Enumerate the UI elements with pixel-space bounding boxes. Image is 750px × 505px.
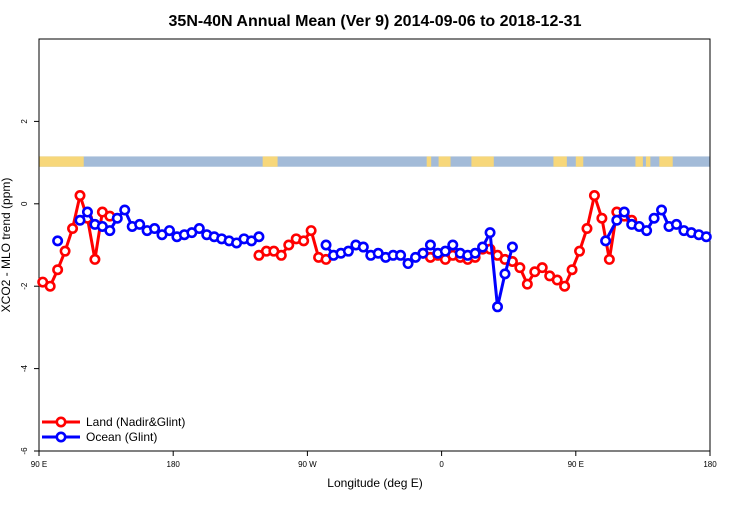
data-point-ocean [253,231,265,243]
y-tick-label: -4 [20,364,29,372]
data-point-ocean [600,235,612,247]
strip-land-segment [262,156,278,167]
legend-marker-land [55,416,67,428]
legend-label-land: Land (Nadir&Glint) [86,415,185,429]
data-point-land [521,278,533,290]
data-point-ocean [111,212,123,224]
data-point-ocean [484,227,496,239]
data-point-land [275,249,287,261]
series-ocean [52,204,712,313]
x-tick-label: 180 [703,460,717,469]
data-point-ocean [357,241,369,253]
x-tick-label: 90 W [298,460,317,469]
data-point-ocean [74,214,86,226]
data-point-ocean [656,204,668,216]
data-point-ocean [193,223,205,235]
strip-land-segment [575,156,584,167]
data-point-ocean [119,204,131,216]
y-axis-label: XCO2 - MLO trend (ppm) [0,178,13,313]
data-point-land [596,212,608,224]
data-point-ocean [700,231,712,243]
y-tick-label: 2 [20,119,29,124]
data-point-ocean [670,218,682,230]
strip-land-segment [438,156,451,167]
data-point-ocean [395,249,407,261]
x-tick-label: 90 E [568,460,584,469]
data-point-ocean [447,239,459,251]
data-point-land [283,239,295,251]
strip-land-segment [645,156,651,167]
strip-land-segment [471,156,494,167]
strip-land-segment [659,156,673,167]
data-point-ocean [81,206,93,218]
data-point-ocean [417,247,429,259]
strip-land-segment [426,156,432,167]
data-point-ocean [104,225,116,237]
data-point-land [305,225,317,237]
data-point-land [551,274,563,286]
data-point-ocean [499,268,511,280]
data-point-land [44,280,56,292]
legend-label-ocean: Ocean (Glint) [86,430,157,444]
series-layer [37,190,712,313]
series-land [37,190,638,292]
plot-frame [38,38,711,452]
data-point-land [298,235,310,247]
land-sea-strip [39,156,710,167]
strip-ocean [39,156,710,167]
data-point-land [603,253,615,265]
data-point-ocean [439,245,451,257]
data-point-land [559,280,571,292]
x-axis-label: Longitude (deg E) [327,476,422,490]
data-point-land [574,245,586,257]
data-point-land [566,264,578,276]
data-point-ocean [477,241,489,253]
data-point-ocean [320,239,332,251]
data-point-ocean [618,206,630,218]
data-point-ocean [402,258,414,270]
y-tick-label: -6 [20,447,29,455]
data-point-ocean [52,235,64,247]
data-point-ocean [149,223,161,235]
data-point-land [67,223,79,235]
data-point-land [89,253,101,265]
data-point-ocean [641,225,653,237]
legend-marker-ocean [55,431,67,443]
data-point-ocean [611,214,623,226]
data-point-land [514,262,526,274]
data-point-ocean [492,301,504,313]
strip-land-segment [553,156,567,167]
strip-land-segment [635,156,643,167]
data-point-ocean [163,225,175,237]
strip-land-segment [39,156,84,167]
legend: Land (Nadir&Glint) Ocean (Glint) [42,415,185,444]
series-land-line [42,194,111,288]
data-point-land [52,264,64,276]
y-tick-label: 0 [20,201,29,206]
data-point-ocean [342,245,354,257]
data-point-ocean [648,212,660,224]
x-axis: 90 E 180 90 W 0 90 E 180 [31,451,717,469]
x-tick-label: 0 [439,460,444,469]
data-point-ocean [424,239,436,251]
y-axis: -6 -4 -2 0 2 [20,119,39,455]
data-point-ocean [506,241,518,253]
data-point-land [536,262,548,274]
x-tick-label: 180 [167,460,181,469]
y-tick-label: -2 [20,282,29,290]
data-point-land [581,223,593,235]
data-point-ocean [469,247,481,259]
data-point-ocean [134,218,146,230]
chart-title: 35N-40N Annual Mean (Ver 9) 2014-09-06 t… [169,13,582,30]
data-point-land [588,190,600,202]
x-tick-label: 90 E [31,460,47,469]
data-point-land [59,245,71,257]
data-point-land [74,190,86,202]
